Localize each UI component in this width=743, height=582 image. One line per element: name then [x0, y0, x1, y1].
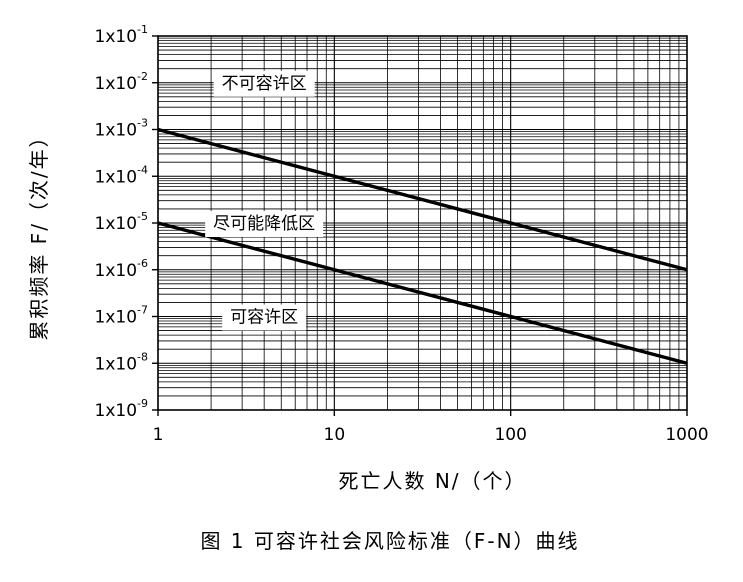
y-tick-base: 1x10: [95, 214, 138, 234]
y-tick-label: 1x10-7: [95, 304, 148, 328]
region-label-background: [205, 211, 324, 237]
region-label-tolerable: 可容许区: [222, 304, 307, 331]
y-tick-label: 1x10-1: [95, 23, 148, 47]
y-tick-base: 1x10: [95, 27, 138, 47]
y-tick-exponent: -7: [137, 304, 148, 317]
y-tick-exponent: -4: [137, 163, 148, 176]
series-layer: [157, 127, 688, 365]
y-tick-label: 1x10-4: [95, 163, 148, 187]
y-tick-label: 1x10-5: [95, 210, 148, 234]
region-label-text: 不可容许区: [222, 74, 307, 94]
label-layer: 1x10-91x10-81x10-71x10-61x10-51x10-41x10…: [27, 23, 709, 553]
x-axis-title: 死亡人数 N/（个）: [338, 469, 526, 493]
y-tick-base: 1x10: [95, 74, 138, 94]
y-tick-label: 1x10-3: [95, 117, 148, 141]
region-label-background: [213, 70, 315, 97]
y-tick-base: 1x10: [95, 354, 138, 374]
region-label-background: [222, 304, 307, 331]
y-tick-exponent: -1: [137, 23, 148, 36]
figure-caption: 图 1 可容许社会风险标准（F-N）曲线: [200, 529, 579, 553]
y-tick-exponent: -6: [137, 257, 148, 270]
region-label-text: 可容许区: [230, 308, 298, 328]
x-tick-label: 100: [494, 425, 526, 445]
y-tick-label: 1x10-9: [95, 397, 148, 421]
y-tick-base: 1x10: [95, 167, 138, 187]
lower-criterion-line: [157, 221, 688, 365]
y-tick-exponent: -3: [137, 117, 148, 130]
y-tick-exponent: -9: [137, 397, 148, 410]
y-tick-exponent: -5: [137, 210, 148, 223]
y-tick-exponent: -2: [137, 70, 148, 83]
region-label-alarp: 尽可能降低区: [205, 211, 324, 237]
region-label-text: 尽可能降低区: [213, 214, 315, 234]
y-tick-base: 1x10: [95, 308, 138, 328]
x-tick-label: 10: [324, 425, 346, 445]
x-tick-label: 1000: [665, 425, 708, 445]
y-tick-base: 1x10: [95, 401, 138, 421]
y-tick-label: 1x10-8: [95, 350, 148, 374]
x-tick-label: 1: [153, 425, 164, 445]
y-tick-base: 1x10: [95, 261, 138, 281]
y-tick-exponent: -8: [137, 350, 148, 363]
y-tick-base: 1x10: [95, 121, 138, 141]
upper-criterion-line: [157, 127, 688, 272]
y-axis-title: 累积频率 F/（次/年）: [27, 125, 51, 340]
y-tick-label: 1x10-2: [95, 70, 148, 94]
y-tick-label: 1x10-6: [95, 257, 148, 281]
region-label-intolerable: 不可容许区: [213, 70, 315, 97]
